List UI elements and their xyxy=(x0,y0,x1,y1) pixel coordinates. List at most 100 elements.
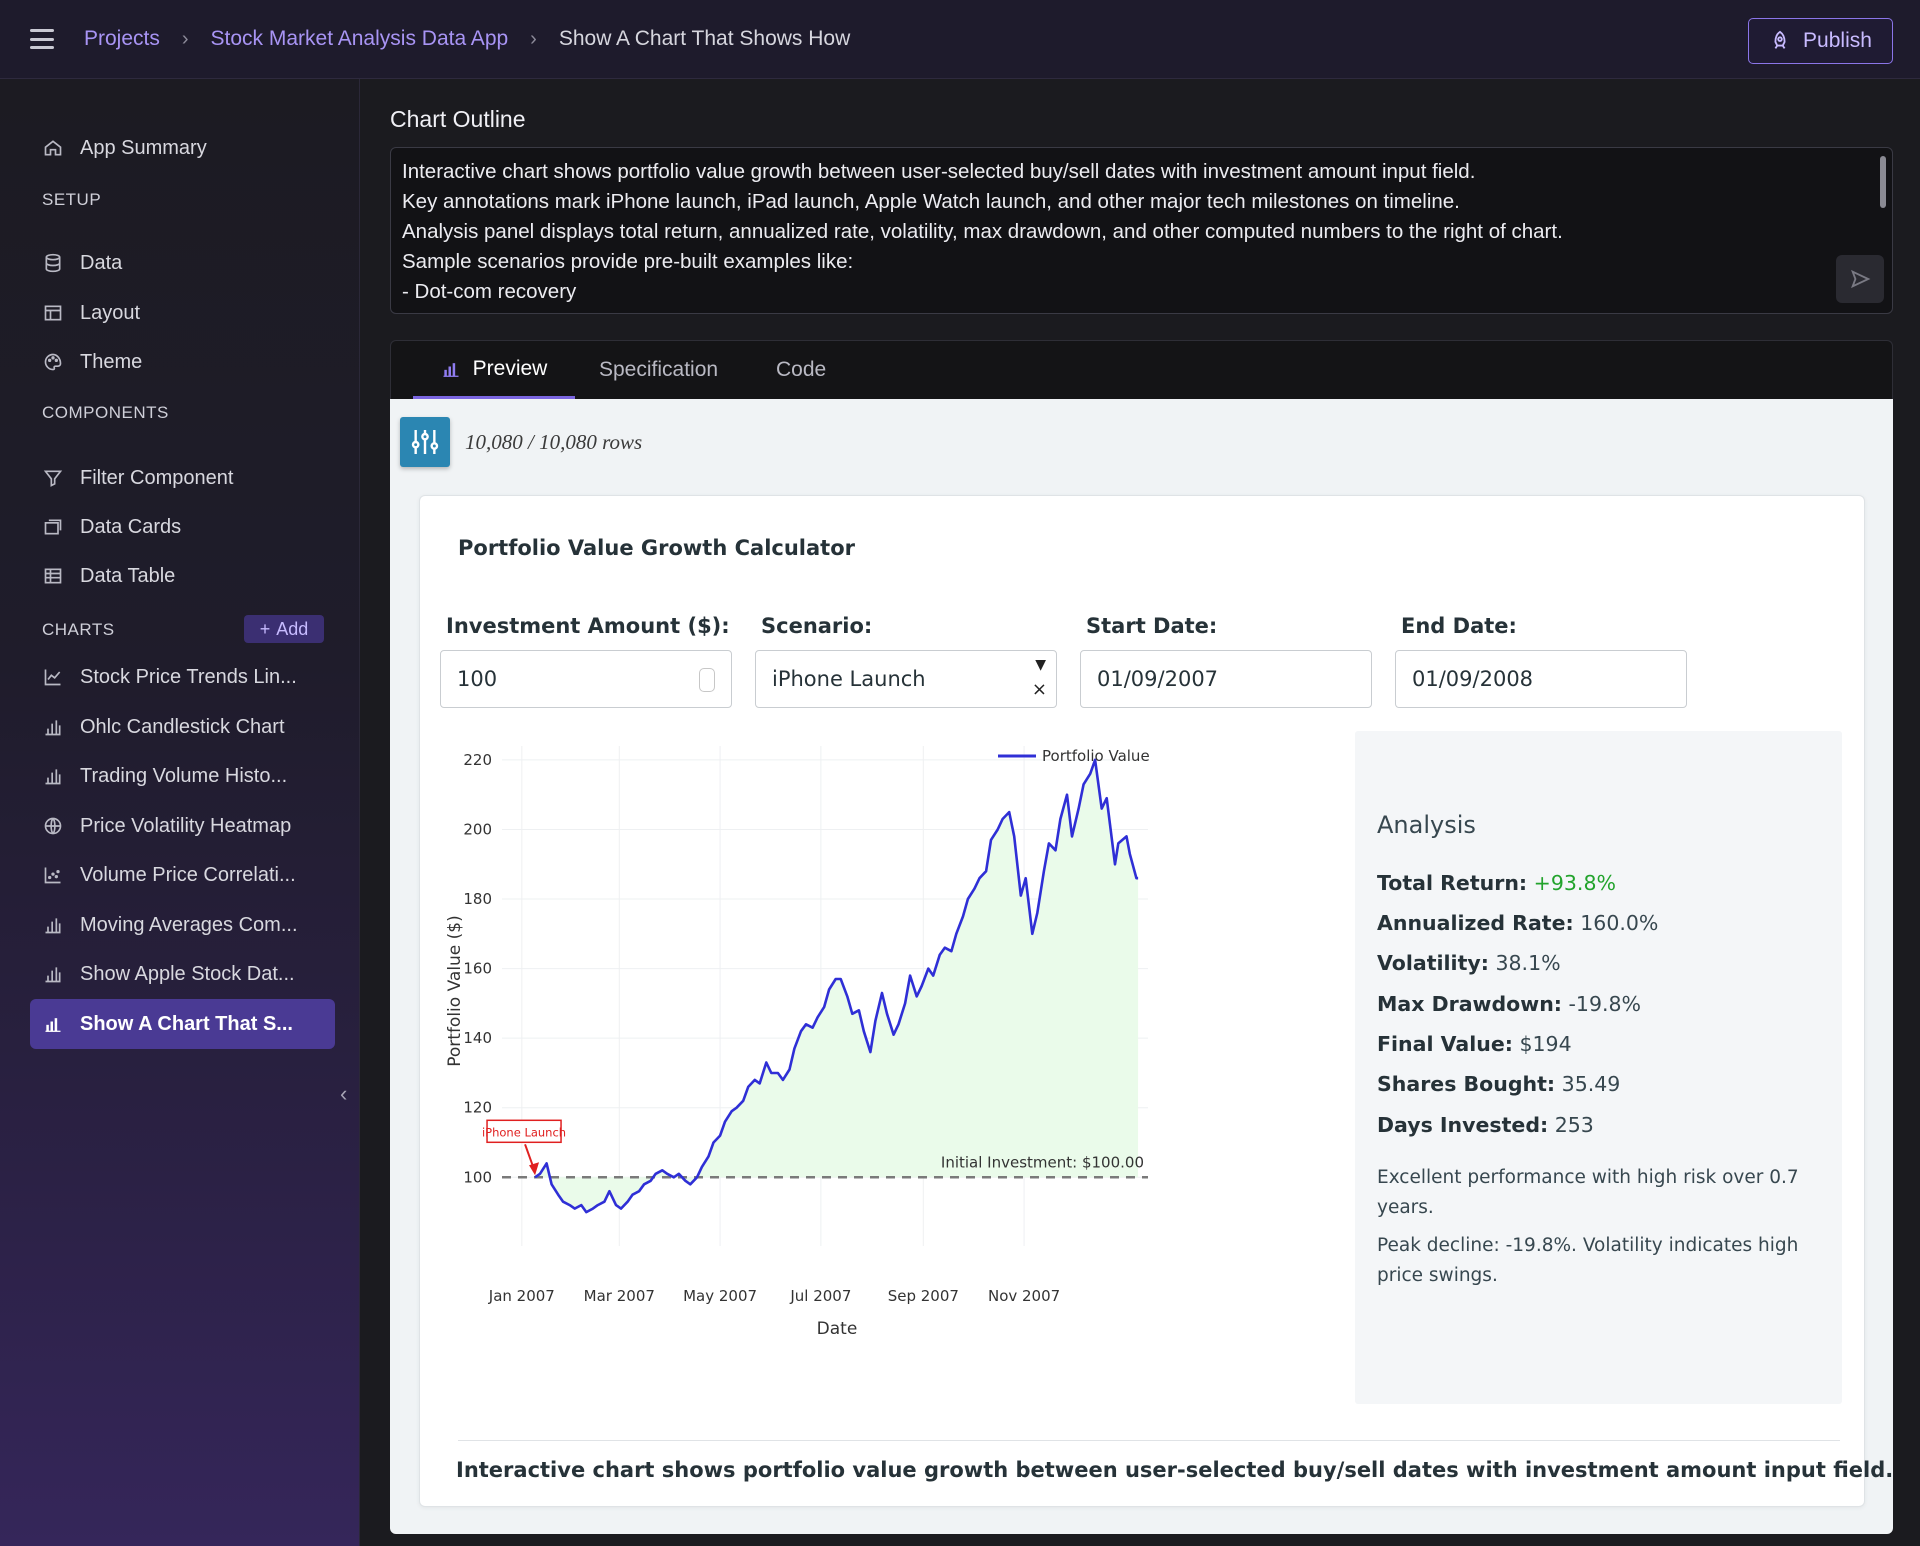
analysis-note: Peak decline: -19.8%. Volatility indicat… xyxy=(1377,1235,1799,1286)
scrollbar[interactable] xyxy=(1880,156,1886,208)
stat-label: Days Invested: xyxy=(1377,1113,1549,1137)
sidebar-item-chart-8[interactable]: Show A Chart That S... xyxy=(30,999,335,1049)
sidebar-item-data-table[interactable]: Data Table xyxy=(30,555,335,597)
bar-chart-icon xyxy=(42,914,64,936)
investment-input[interactable]: 100 xyxy=(440,650,732,708)
stat-value: 160.0% xyxy=(1580,911,1659,935)
send-icon xyxy=(1851,269,1871,289)
bar-chart-icon xyxy=(42,716,64,738)
end-date-label: End Date: xyxy=(1401,614,1517,638)
sidebar-item-label: Layout xyxy=(80,301,141,324)
filter-settings-button[interactable] xyxy=(400,417,450,467)
stat-label: Final Value: xyxy=(1377,1032,1513,1056)
sidebar-item-label: Price Volatility Heatmap xyxy=(80,814,292,837)
chart-outline-textarea[interactable]: Interactive chart shows portfolio value … xyxy=(390,147,1893,314)
tab-preview[interactable]: Preview xyxy=(413,341,575,399)
investment-label: Investment Amount ($): xyxy=(446,614,730,638)
spinner-icon[interactable] xyxy=(699,668,715,692)
annotation-box xyxy=(486,1119,562,1144)
tab-specification[interactable]: Specification xyxy=(599,341,718,399)
scenario-select[interactable]: iPhone Launch ▼ × xyxy=(755,650,1057,708)
y-tick-label: 140 xyxy=(463,1029,492,1047)
row-count: 10,080 / 10,080 rows xyxy=(465,430,643,454)
sidebar-item-app-summary[interactable]: App Summary xyxy=(30,127,335,169)
caret-down-icon[interactable]: ▼ xyxy=(1035,657,1046,673)
bar-chart-icon xyxy=(42,963,64,985)
outline-line: Key annotations mark iPhone launch, iPad… xyxy=(402,190,1460,213)
end-date-input[interactable]: 01/09/2008 xyxy=(1395,650,1687,708)
start-date-input[interactable]: 01/09/2007 xyxy=(1080,650,1372,708)
annotation-label: iPhone Launch xyxy=(482,1125,566,1139)
collapse-sidebar-icon[interactable]: ‹ xyxy=(340,1081,348,1106)
sidebar-item-label: Filter Component xyxy=(80,466,234,489)
sliders-icon xyxy=(411,430,439,454)
add-chart-button[interactable]: + Add xyxy=(244,615,324,643)
stat-value: 38.1% xyxy=(1495,951,1561,975)
sidebar-item-chart-3[interactable]: Trading Volume Histo... xyxy=(30,755,335,797)
add-label: Add xyxy=(276,618,309,639)
clear-icon[interactable]: × xyxy=(1031,679,1047,700)
layout-icon xyxy=(42,302,64,324)
stat-annualized: Annualized Rate: 160.0% xyxy=(1377,911,1658,935)
outline-line: - Dot-com recovery xyxy=(402,280,577,303)
bar-chart-icon xyxy=(42,1013,64,1035)
sidebar-item-data[interactable]: Data xyxy=(30,242,335,284)
plus-icon: + xyxy=(259,618,271,639)
y-tick-label: 200 xyxy=(463,820,492,838)
sidebar-item-chart-1[interactable]: Stock Price Trends Lin... xyxy=(30,656,335,698)
sidebar-item-label: Volume Price Correlati... xyxy=(80,863,296,886)
stat-value: 253 xyxy=(1554,1113,1594,1137)
sidebar: App Summary SETUP Data Layout Theme COMP… xyxy=(0,79,360,1546)
filter-icon xyxy=(42,467,64,489)
x-axis-title: Date xyxy=(817,1319,858,1339)
y-tick-label: 120 xyxy=(463,1099,492,1117)
breadcrumb-app[interactable]: Stock Market Analysis Data App xyxy=(210,27,509,50)
section-title-components: COMPONENTS xyxy=(42,403,169,422)
stat-max-drawdown: Max Drawdown: -19.8% xyxy=(1377,992,1641,1016)
send-button[interactable] xyxy=(1836,255,1884,303)
stat-value: $194 xyxy=(1519,1032,1572,1056)
sidebar-item-label: Moving Averages Com... xyxy=(80,913,298,936)
sidebar-item-label: Show Apple Stock Dat... xyxy=(80,962,295,985)
scatter-chart-icon xyxy=(42,864,64,886)
sidebar-item-chart-5[interactable]: Volume Price Correlati... xyxy=(30,854,335,896)
breadcrumb-current: Show A Chart That Shows How xyxy=(558,27,851,50)
chart-description: Interactive chart shows portfolio value … xyxy=(456,1458,1894,1482)
portfolio-chart-svg[interactable]: 100 120 140 160 180 200 220 Jan 2007 Mar 2007 May… xyxy=(432,726,1192,1426)
portfolio-chart[interactable]: 100 120 140 160 180 200 220 Jan 2007 Mar 2007 May… xyxy=(432,726,1192,1426)
line-chart-icon xyxy=(42,666,64,688)
sidebar-item-label: Ohlc Candlestick Chart xyxy=(80,715,285,738)
tab-code[interactable]: Code xyxy=(776,341,826,399)
sidebar-item-chart-6[interactable]: Moving Averages Com... xyxy=(30,904,335,946)
sidebar-item-label: Show A Chart That S... xyxy=(80,1012,293,1035)
y-tick-label: 160 xyxy=(463,960,492,978)
stat-value: 35.49 xyxy=(1561,1072,1621,1096)
legend-label: Portfolio Value xyxy=(1042,747,1150,765)
sidebar-item-chart-2[interactable]: Ohlc Candlestick Chart xyxy=(30,706,335,748)
preview-area: 10,080 / 10,080 rows Portfolio Value Gro… xyxy=(390,399,1893,1534)
palette-icon xyxy=(42,351,64,373)
sidebar-item-layout[interactable]: Layout xyxy=(30,292,335,334)
sidebar-item-data-cards[interactable]: Data Cards xyxy=(30,506,335,548)
stat-volatility: Volatility: 38.1% xyxy=(1377,951,1561,975)
sidebar-item-chart-7[interactable]: Show Apple Stock Dat... xyxy=(30,953,335,995)
sidebar-item-chart-4[interactable]: Price Volatility Heatmap xyxy=(30,805,335,847)
outline-line: Interactive chart shows portfolio value … xyxy=(402,160,1476,183)
start-date-value: 01/09/2007 xyxy=(1097,667,1219,691)
x-tick-label: Jan 2007 xyxy=(488,1287,555,1305)
rocket-icon xyxy=(1774,30,1786,49)
stat-value: -19.8% xyxy=(1568,992,1642,1016)
stat-label: Max Drawdown: xyxy=(1377,992,1562,1016)
home-icon xyxy=(42,137,64,159)
divider xyxy=(458,1440,1840,1441)
y-tick-label: 180 xyxy=(463,890,492,908)
chevron-right-icon: › xyxy=(530,27,537,50)
sidebar-item-label: Data xyxy=(80,251,123,274)
sidebar-item-label: Theme xyxy=(80,350,143,373)
breadcrumb-projects[interactable]: Projects xyxy=(84,27,160,50)
sidebar-item-filter-component[interactable]: Filter Component xyxy=(30,457,335,499)
publish-button[interactable]: Publish xyxy=(1748,18,1893,64)
sidebar-item-theme[interactable]: Theme xyxy=(30,341,335,383)
tab-label: Preview xyxy=(472,356,548,380)
hamburger-menu-icon[interactable] xyxy=(30,29,54,49)
